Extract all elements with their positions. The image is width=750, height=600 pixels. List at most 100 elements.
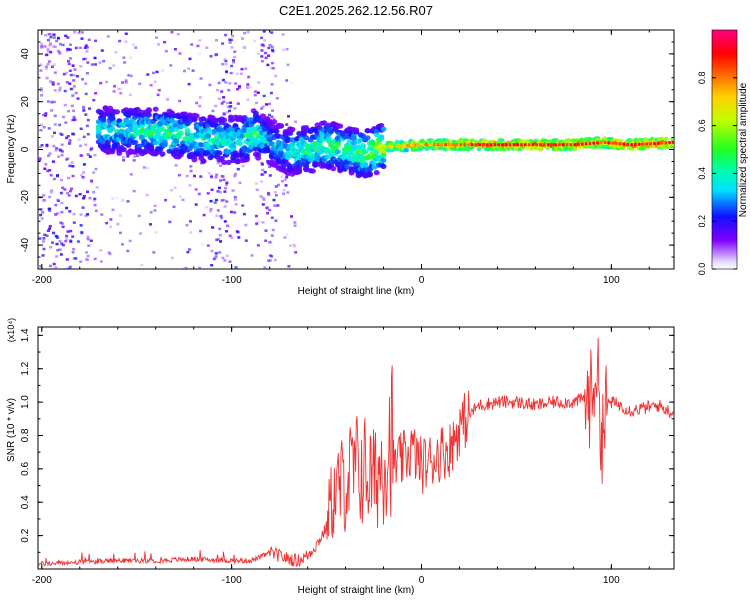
noise-cell: [254, 214, 258, 218]
noise-cell: [260, 43, 264, 47]
snr-point: [440, 451, 442, 453]
noise-cell: [243, 31, 247, 35]
ridge-core-cell: [637, 142, 641, 146]
ridge-core-cell: [470, 143, 474, 147]
noise-cell: [235, 72, 239, 76]
ridge-cell: [225, 149, 232, 155]
noise-cell: [121, 199, 125, 202]
y-tick-label: 0.4: [20, 495, 31, 509]
ridge-core-cell: [577, 142, 580, 146]
noise-cell: [68, 189, 72, 193]
noise-cell: [225, 200, 229, 203]
noise-cell: [126, 155, 130, 158]
noise-cell: [262, 94, 266, 98]
ridge-core-cell: [660, 141, 664, 145]
noise-cell: [228, 105, 232, 109]
noise-cell: [172, 205, 176, 209]
noise-cell: [229, 71, 233, 75]
noise-cell: [64, 34, 68, 38]
noise-cell: [42, 247, 46, 251]
noise-cell: [51, 241, 54, 244]
noise-cell: [169, 188, 173, 192]
noise-cell: [46, 100, 50, 103]
noise-cell: [268, 208, 272, 212]
ridge-cell: [109, 108, 116, 114]
snr-point: [193, 558, 195, 560]
noise-cell: [71, 132, 74, 135]
noise-cell: [223, 57, 227, 61]
ridge-cell: [145, 107, 152, 113]
ridge-core-cell: [531, 143, 535, 147]
ridge-cell: [198, 142, 205, 148]
noise-cell: [92, 171, 96, 174]
noise-cell: [102, 59, 106, 63]
y-tick-label: 1.4: [20, 328, 31, 342]
ridge-cell: [225, 159, 232, 165]
noise-cell: [224, 186, 228, 190]
noise-cell: [79, 127, 83, 130]
noise-cell: [82, 109, 86, 112]
noise-cell: [253, 39, 257, 43]
ridge-cell: [104, 139, 111, 145]
ridge-core-cell: [618, 142, 622, 146]
noise-cell: [82, 106, 85, 109]
noise-cell: [109, 225, 113, 229]
noise-cell: [244, 67, 248, 70]
noise-cell: [118, 214, 122, 217]
ridge-core-cell: [615, 141, 618, 145]
noise-cell: [92, 190, 96, 194]
noise-cell: [222, 178, 226, 182]
noise-cell: [116, 222, 120, 226]
ridge-core-cell: [535, 143, 538, 147]
colorbar-tick-label: 0.0: [697, 263, 707, 276]
noise-cell: [234, 203, 238, 206]
noise-cell: [74, 46, 78, 50]
snr-point: [620, 405, 622, 407]
ridge-cell: [134, 106, 141, 113]
ridge-core-cell: [394, 144, 398, 148]
noise-cell: [66, 60, 70, 63]
noise-cell: [188, 184, 192, 187]
noise-cell: [90, 179, 93, 182]
noise-cell: [267, 46, 271, 50]
noise-cell: [199, 229, 203, 233]
noise-cell: [69, 229, 73, 233]
noise-cell: [234, 266, 238, 269]
ridge-cell: [303, 166, 310, 172]
ridge-cell: [303, 135, 310, 141]
snr-point: [535, 405, 537, 407]
noise-cell: [241, 164, 245, 168]
x-tick-label: 0: [419, 275, 425, 286]
noise-cell: [205, 46, 209, 49]
noise-cell: [80, 154, 84, 157]
snr-point: [497, 401, 499, 403]
ridge-core-cell: [512, 143, 516, 147]
ridge-core-cell: [425, 143, 428, 147]
ridge-core-cell: [569, 143, 573, 147]
snr-point: [288, 558, 290, 560]
noise-cell: [51, 81, 55, 84]
ridge-cell: [218, 155, 225, 161]
colorbar-tick-label: 0.8: [697, 72, 707, 85]
noise-cell: [186, 250, 190, 254]
noise-cell: [81, 176, 85, 179]
noise-cell: [231, 34, 235, 38]
noise-cell: [280, 179, 284, 183]
noise-cell: [225, 71, 229, 74]
ridge-cell: [663, 136, 669, 141]
snr-point: [649, 406, 651, 408]
ridge-core-cell: [581, 142, 584, 146]
snr-point: [37, 563, 39, 565]
noise-cell: [260, 163, 264, 166]
snr-point: [402, 460, 404, 462]
noise-cell: [267, 54, 271, 58]
colorbar-label: Normalized spectral amplitude: [738, 82, 749, 217]
colorbar-tick-label: 0.4: [697, 167, 707, 180]
ridge-cell: [369, 146, 376, 152]
noise-cell: [213, 201, 217, 204]
noise-cell: [48, 224, 52, 228]
ridge-cell: [316, 125, 323, 131]
noise-cell: [216, 209, 220, 212]
noise-cell: [128, 239, 132, 243]
noise-cell: [72, 85, 76, 88]
